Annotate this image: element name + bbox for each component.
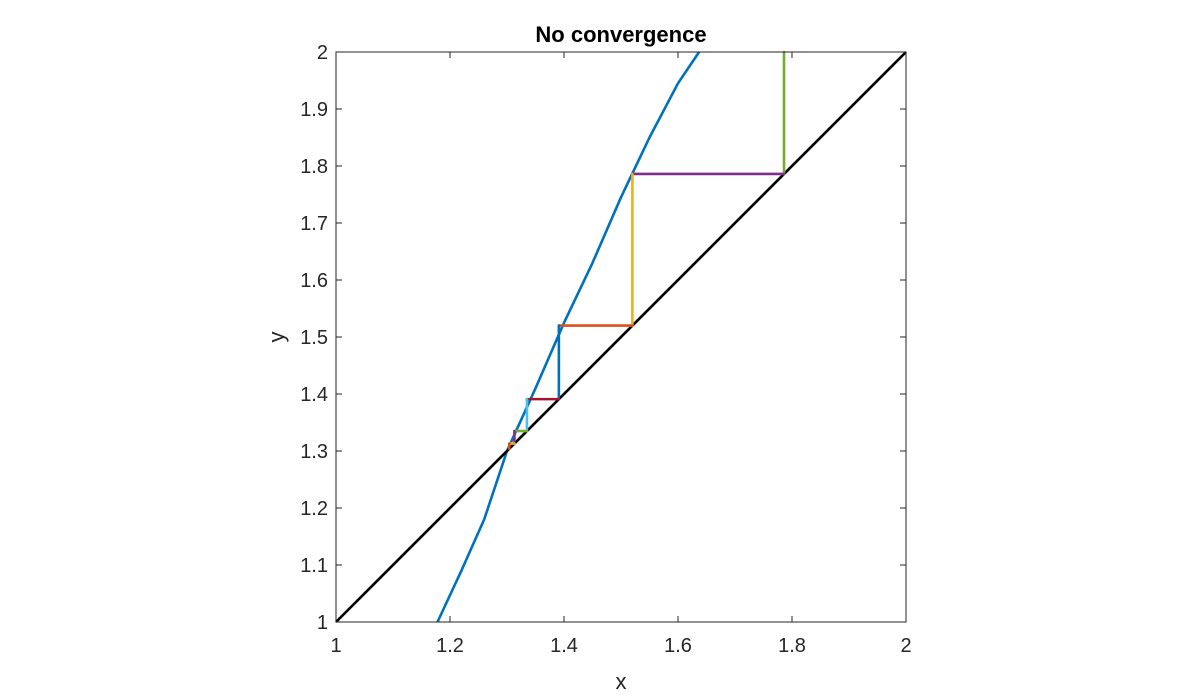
- y-tick-label-8: 1.8: [300, 156, 328, 178]
- cobweb-layer: [507, 50, 786, 451]
- series-layer: [335, 51, 907, 623]
- chart-title: No convergence: [535, 22, 706, 47]
- y-tick-label-10: 2: [317, 42, 328, 64]
- x-axis-label: x: [616, 669, 627, 694]
- y-tick-label-7: 1.7: [300, 213, 328, 235]
- x-tick-label-1: 1.2: [436, 635, 464, 657]
- series-line-1: [335, 51, 907, 623]
- x-tick-label-2: 1.4: [550, 635, 578, 657]
- y-tick-label-6: 1.6: [300, 270, 328, 292]
- y-tick-label-5: 1.5: [300, 327, 328, 349]
- x-tick-label-5: 2: [900, 635, 911, 657]
- y-tick-label-2: 1.2: [300, 498, 328, 520]
- series-line-0: [436, 51, 701, 623]
- y-tick-label-1: 1.1: [300, 555, 328, 577]
- y-tick-label-3: 1.3: [300, 441, 328, 463]
- x-tick-label-0: 1: [330, 635, 341, 657]
- tick-layer: 1 1.2 1.4 1.6 1.8 2 1 1.1 1.2 1.3 1.4 1.5 1.6 1.7 1.8 1…: [300, 42, 911, 657]
- y-tick-label-9: 1.9: [300, 99, 328, 121]
- x-tick-label-4: 1.8: [778, 635, 806, 657]
- y-axis-label: y: [264, 332, 289, 343]
- y-tick-label-0: 1: [317, 612, 328, 634]
- y-tick-label-4: 1.4: [300, 384, 328, 406]
- x-tick-label-3: 1.6: [664, 635, 692, 657]
